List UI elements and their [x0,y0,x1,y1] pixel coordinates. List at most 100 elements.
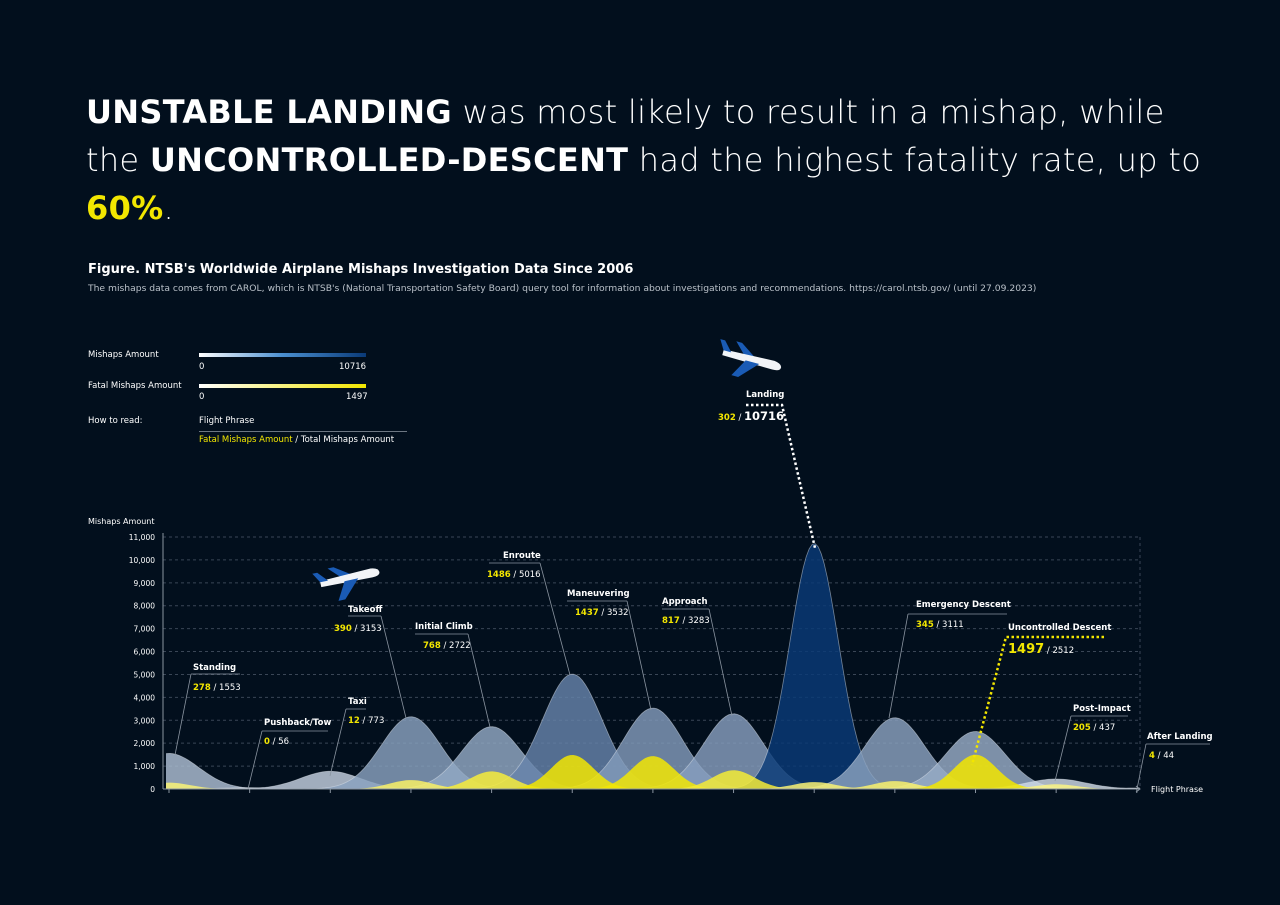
fatal-area [865,754,1085,789]
fatal-area [542,756,762,789]
value-separator: / [1044,646,1052,656]
y-tick-label: 2,000 [134,739,156,748]
value-separator: / [511,570,519,580]
total-value: 3111 [942,620,964,630]
headline-highlight: 60% [86,189,164,227]
plane-takeoff-icon [312,567,380,601]
leader-line [174,673,192,756]
how-to-read-phase: Flight Phrase [199,416,255,426]
fatal-value: 302 [718,413,736,423]
fatal-value: 1486 [487,570,511,580]
headline-text-2a: the [86,141,150,179]
fatal-area [166,782,278,789]
phase-label: Taxi [348,697,367,707]
y-tick-label: 0 [150,785,155,794]
y-tick-label: 9,000 [134,579,156,588]
total-value: 3283 [688,616,710,626]
how-to-read-label: How to read: [88,416,143,426]
plane-tail [720,339,732,353]
y-tick-label: 11,000 [129,533,155,542]
leader-line [467,633,491,728]
total-value: 56 [278,737,289,747]
value-separator: / [211,683,219,693]
dotted-leader [746,403,817,549]
phase-values: 0 / 56 [264,737,289,747]
fatal-value: 390 [334,624,352,634]
headline-text-1: was most likely to result in a mishap, w… [451,93,1165,131]
phase-label: Maneuvering [567,589,630,599]
headline-text-2b: had the highest fatality rate, up to [628,141,1202,179]
legend-fatal-min: 0 [199,392,205,402]
fatal-value: 12 [348,716,360,726]
value-separator: / [352,624,360,634]
y-tick-label: 6,000 [134,648,156,657]
phase-values: 817 / 3283 [662,616,710,626]
leader-line [626,600,652,711]
plane-wing-front [731,360,760,377]
total-value: 10716 [744,409,784,423]
value-separator: / [270,737,278,747]
headline-end: . [163,189,174,227]
plane-wing-back [736,341,757,360]
fatal-area [946,784,1140,789]
leader-line [380,615,407,719]
value-separator: / [680,616,688,626]
leader-line [1054,715,1072,782]
how-to-read-total: Total Mishaps Amount [300,435,395,445]
total-value: 437 [1099,723,1115,733]
phase-label: Initial Climb [415,622,473,632]
value-separator: / [441,641,449,651]
fatal-area [623,770,843,789]
phase-values: 302 / 10716 [718,409,784,423]
value-separator: / [934,620,942,630]
fatal-value: 0 [264,737,270,747]
leader-line [539,562,571,676]
plane-fuselage [722,349,782,371]
headline: UNSTABLE LANDING was most likely to resu… [86,88,1206,232]
figure-subtitle: The mishaps data comes from CAROL, which… [88,283,1037,294]
plane-wing-front [338,578,359,601]
how-to-read-values: Fatal Mishaps Amount / Total Mishaps Amo… [199,435,394,445]
legend-fatal-gradient [199,384,366,388]
leader-line [1136,743,1147,790]
total-value: 3153 [360,624,382,634]
total-value: 2722 [449,641,471,651]
legend-mishaps-max: 10716 [339,362,367,372]
leader-line [329,708,347,777]
y-tick-label: 3,000 [134,716,156,725]
fatal-value: 4 [1149,751,1155,761]
phase-label: Standing [193,663,236,673]
y-tick-label: 10,000 [129,556,155,565]
how-to-read-divider [199,431,407,432]
phase-values: 278 / 1553 [193,683,241,693]
total-value: 2512 [1052,646,1074,656]
phase-label: Uncontrolled Descent [1008,623,1111,633]
legend-fatal-max: 1497 [346,392,368,402]
leader-line [708,608,733,717]
legend-mishaps-label: Mishaps Amount [88,350,159,360]
phase-values: 345 / 3111 [916,620,964,630]
fatal-value: 205 [1073,723,1091,733]
plane-fuselage [320,568,380,588]
total-value: 773 [368,716,384,726]
phase-label: Landing [746,390,784,400]
legend-mishaps-gradient [199,353,366,357]
total-value: 1553 [219,683,241,693]
x-axis-label: Flight Phrase [1151,785,1203,794]
phase-label: Takeoff [348,605,382,615]
y-tick-label: 5,000 [134,670,156,679]
phase-label: Pushback/Tow [264,718,332,728]
legend-fatal-label: Fatal Mishaps Amount [88,381,182,391]
total-value: 5016 [519,570,541,580]
leader-line [247,730,263,790]
phase-values: 768 / 2722 [423,641,471,651]
phase-values: 1437 / 3532 [575,608,629,618]
value-separator: / [1091,723,1099,733]
how-to-read-sep: / [292,435,301,445]
y-tick-label: 1,000 [134,762,156,771]
headline-bold-1: UNSTABLE LANDING [86,93,452,131]
y-tick-label: 8,000 [134,602,156,611]
phase-values: 1497 / 2512 [1008,642,1074,657]
value-separator: / [360,716,368,726]
